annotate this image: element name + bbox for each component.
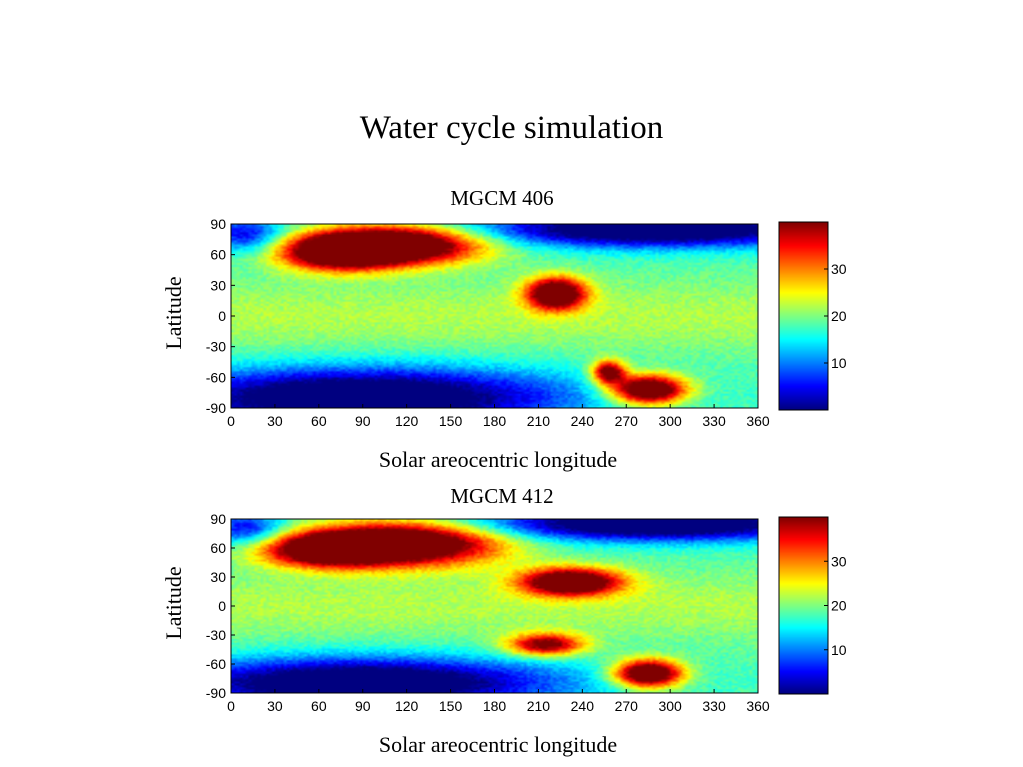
x-tick-label: 270: [615, 413, 639, 429]
colorbar-ticks: 10 20 30: [824, 553, 847, 658]
x-tick-label: 60: [311, 698, 327, 714]
y-tick-label: 0: [218, 308, 226, 324]
y-tick-label: -90: [206, 685, 226, 701]
x-tick-label: 30: [267, 413, 283, 429]
chart-title: MGCM 406: [450, 186, 553, 210]
colorbar-tick-label: 30: [831, 553, 847, 569]
y-tick-label: 0: [218, 598, 226, 614]
x-tick-label: 150: [439, 698, 463, 714]
y-tick-label: -60: [206, 369, 226, 385]
heatmap-image: [231, 224, 758, 408]
x-tick-label: 210: [527, 413, 551, 429]
y-tick-label: 60: [210, 540, 226, 556]
x-tick-label: 30: [267, 698, 283, 714]
x-tick-label: 240: [571, 413, 595, 429]
x-tick-label: 60: [311, 413, 327, 429]
axes: 0 30 60 90 120 150 180 210 240 270 300 330 360906030…: [206, 216, 770, 429]
panel-mgcm-406: MGCM 406 0 30 60 90 120 150 180 210 240 270 300 330…: [161, 186, 847, 472]
x-tick-label: 90: [355, 413, 371, 429]
slide-title: Water cycle simulation: [359, 110, 664, 146]
colorbar-tick-label: 10: [831, 642, 847, 658]
x-tick-label: 210: [527, 698, 551, 714]
y-tick-label: 90: [210, 216, 226, 232]
y-tick-label: -90: [206, 400, 226, 416]
y-axis-label: Latitude: [161, 566, 186, 639]
y-tick-label: 30: [210, 277, 226, 293]
x-axis-label: Solar areocentric longitude: [379, 732, 617, 757]
x-tick-label: 180: [483, 698, 507, 714]
y-tick-label: 60: [210, 247, 226, 263]
x-axis-label: Solar areocentric longitude: [379, 447, 617, 472]
x-tick-label: 180: [483, 413, 507, 429]
x-tick-label: 240: [571, 698, 595, 714]
panel-mgcm-412: MGCM 412 0 30 60 90 120 150 180 210 240 270 300 330…: [161, 484, 847, 757]
heatmap-image: [231, 519, 758, 693]
y-tick-label: -30: [206, 339, 226, 355]
x-tick-label: 120: [395, 413, 419, 429]
x-tick-label: 360: [746, 698, 770, 714]
x-tick-label: 120: [395, 698, 419, 714]
x-tick-label: 0: [227, 698, 235, 714]
colorbar-image: [779, 517, 828, 694]
x-tick-label: 150: [439, 413, 463, 429]
colorbar-tick-label: 20: [831, 308, 847, 324]
colorbar-tick-label: 30: [831, 261, 847, 277]
y-tick-label: 30: [210, 569, 226, 585]
x-tick-label: 270: [615, 698, 639, 714]
x-tick-label: 300: [658, 698, 682, 714]
x-tick-label: 0: [227, 413, 235, 429]
chart-title: MGCM 412: [450, 484, 553, 508]
axes: 0 30 60 90 120 150 180 210 240 270 300 330 360906030…: [206, 511, 770, 714]
colorbar-ticks: 10 20 30: [824, 261, 847, 371]
y-tick-label: -30: [206, 627, 226, 643]
colorbar-image: [779, 222, 828, 410]
x-tick-label: 90: [355, 698, 371, 714]
x-tick-label: 360: [746, 413, 770, 429]
y-axis-label: Latitude: [161, 276, 186, 349]
x-tick-label: 330: [702, 413, 726, 429]
x-tick-label: 300: [658, 413, 682, 429]
colorbar-tick-label: 20: [831, 598, 847, 614]
x-tick-label: 330: [702, 698, 726, 714]
colorbar-tick-label: 10: [831, 355, 847, 371]
y-tick-label: 90: [210, 511, 226, 527]
y-tick-label: -60: [206, 656, 226, 672]
